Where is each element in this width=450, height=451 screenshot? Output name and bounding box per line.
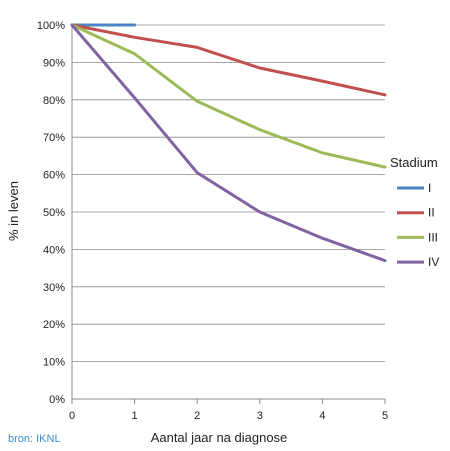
y-tick-label: 40% — [43, 244, 65, 256]
x-tick-label: 0 — [69, 410, 75, 422]
y-tick-label: 10% — [43, 357, 65, 369]
legend-label-ii: II — [428, 206, 435, 220]
x-tick-label: 3 — [257, 410, 263, 422]
y-tick-label: 70% — [43, 132, 65, 144]
x-tick-labels: 0 1 2 3 4 5 — [69, 410, 388, 422]
series-line-iii — [70, 23, 387, 169]
y-tick-label: 100% — [37, 20, 65, 32]
y-tick-label: 80% — [43, 95, 65, 107]
legend-label-iii: III — [428, 230, 438, 244]
y-tick-label: 30% — [43, 282, 65, 294]
series-line-ii — [70, 23, 387, 97]
axes — [71, 25, 386, 404]
x-tick-label: 1 — [132, 410, 138, 422]
grid-lines — [72, 24, 385, 363]
x-tick-label: 4 — [319, 410, 325, 422]
legend-label-iv: IV — [428, 255, 439, 269]
legend-title: Stadium — [390, 155, 438, 170]
y-tick-label: 60% — [43, 170, 65, 182]
x-tick-label: 5 — [382, 410, 388, 422]
source-note: bron: IKNL — [8, 433, 61, 445]
series-line-iv — [70, 23, 387, 263]
y-tick-label: 50% — [43, 207, 65, 219]
series-lines — [70, 23, 387, 263]
y-tick-labels: 0% 10% 20% 30% 40% 50% 60% 70% 80% 90% 100% — [37, 20, 65, 406]
legend-label-i: I — [428, 181, 431, 195]
y-tick-label: 90% — [43, 57, 65, 69]
x-tick-label: 2 — [194, 410, 200, 422]
y-tick-label: 0% — [49, 394, 65, 406]
y-axis-title: % in leven — [6, 181, 21, 241]
x-axis-title: Aantal jaar na diagnose — [151, 430, 288, 445]
y-tick-label: 20% — [43, 319, 65, 331]
